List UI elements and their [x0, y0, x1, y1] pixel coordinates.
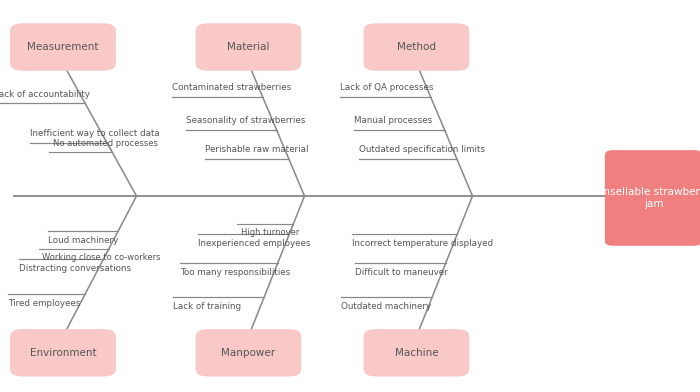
Text: No automated processes: No automated processes	[52, 140, 158, 148]
Text: Contaminated strawberries: Contaminated strawberries	[172, 83, 290, 92]
Text: Measurement: Measurement	[27, 42, 99, 52]
Text: High turnover: High turnover	[241, 228, 299, 237]
Text: Incorrect temperature displayed: Incorrect temperature displayed	[352, 239, 494, 248]
Text: Tired employees: Tired employees	[8, 299, 81, 308]
Text: Outdated specification limits: Outdated specification limits	[359, 145, 485, 154]
Text: Difficult to maneuver: Difficult to maneuver	[355, 268, 447, 277]
Text: Perishable raw material: Perishable raw material	[205, 145, 308, 154]
FancyBboxPatch shape	[364, 329, 469, 376]
FancyBboxPatch shape	[195, 24, 302, 71]
Text: Outdated machinery: Outdated machinery	[341, 302, 431, 311]
Text: Inexperienced employees: Inexperienced employees	[198, 239, 311, 248]
Text: Too many responsibilities: Too many responsibilities	[180, 268, 290, 277]
FancyBboxPatch shape	[364, 24, 469, 71]
FancyBboxPatch shape	[10, 329, 116, 376]
Text: Unsellable strawberry
jam: Unsellable strawberry jam	[596, 187, 700, 209]
Text: Lack of QA processes: Lack of QA processes	[340, 83, 433, 92]
Text: Lack of training: Lack of training	[173, 302, 242, 311]
Text: Method: Method	[397, 42, 436, 52]
Text: Manual processes: Manual processes	[354, 116, 432, 125]
Text: Working close to co-workers: Working close to co-workers	[42, 253, 160, 262]
FancyBboxPatch shape	[605, 150, 700, 246]
Text: Manpower: Manpower	[221, 348, 276, 358]
Text: Inefficient way to collect data: Inefficient way to collect data	[30, 129, 160, 138]
Text: Loud machinery: Loud machinery	[48, 236, 118, 245]
FancyBboxPatch shape	[195, 329, 302, 376]
Text: Seasonality of strawberries: Seasonality of strawberries	[186, 116, 305, 125]
Text: Distracting conversations: Distracting conversations	[20, 264, 132, 273]
Text: Material: Material	[228, 42, 270, 52]
Text: Lack of accountability: Lack of accountability	[0, 89, 90, 98]
Text: Machine: Machine	[395, 348, 438, 358]
FancyBboxPatch shape	[10, 24, 116, 71]
Text: Environment: Environment	[29, 348, 97, 358]
